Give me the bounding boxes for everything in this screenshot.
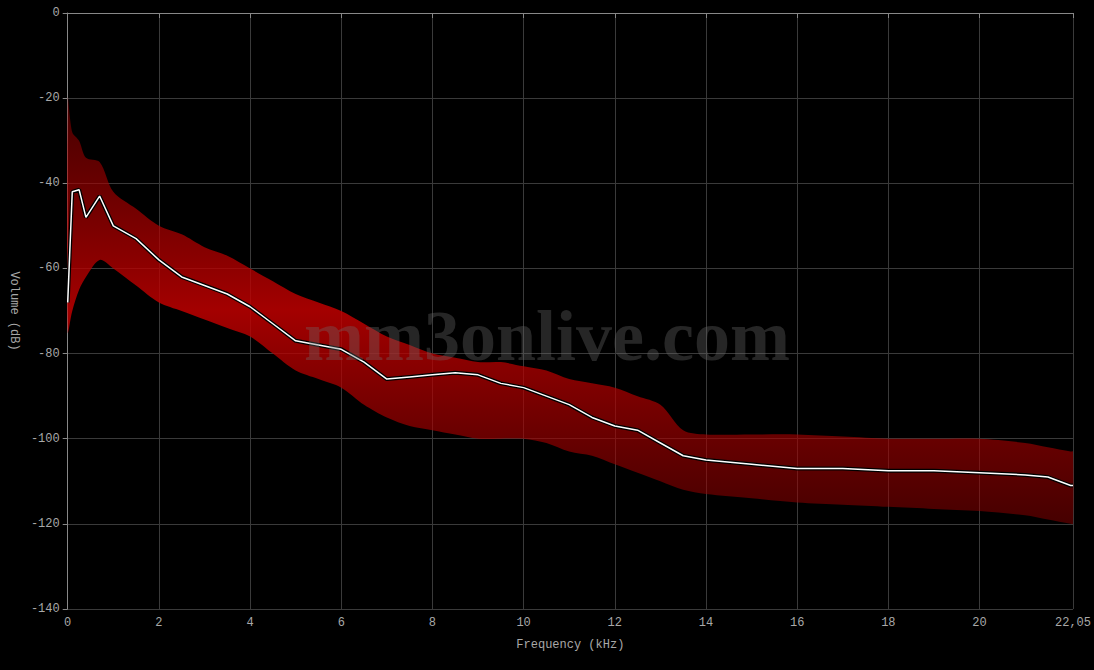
svg-text:16: 16 (790, 616, 804, 630)
svg-text:Volume (dB): Volume (dB) (7, 271, 21, 350)
svg-text:-20: -20 (38, 91, 60, 105)
svg-text:-80: -80 (38, 347, 60, 361)
svg-text:22,05: 22,05 (1055, 616, 1091, 630)
svg-text:0: 0 (64, 616, 71, 630)
svg-text:6: 6 (338, 616, 345, 630)
svg-text:-120: -120 (31, 517, 60, 531)
svg-text:-140: -140 (31, 602, 60, 616)
svg-text:2: 2 (155, 616, 162, 630)
svg-text:8: 8 (429, 616, 436, 630)
svg-text:0: 0 (53, 6, 60, 20)
svg-text:4: 4 (246, 616, 253, 630)
svg-text:10: 10 (516, 616, 530, 630)
svg-text:mm3onlive.com: mm3onlive.com (304, 296, 790, 376)
svg-text:14: 14 (699, 616, 713, 630)
svg-text:Frequency (kHz): Frequency (kHz) (516, 638, 624, 652)
svg-text:18: 18 (881, 616, 895, 630)
svg-text:12: 12 (608, 616, 622, 630)
svg-text:-60: -60 (38, 261, 60, 275)
svg-text:-100: -100 (31, 432, 60, 446)
svg-text:20: 20 (972, 616, 986, 630)
svg-text:-40: -40 (38, 176, 60, 190)
